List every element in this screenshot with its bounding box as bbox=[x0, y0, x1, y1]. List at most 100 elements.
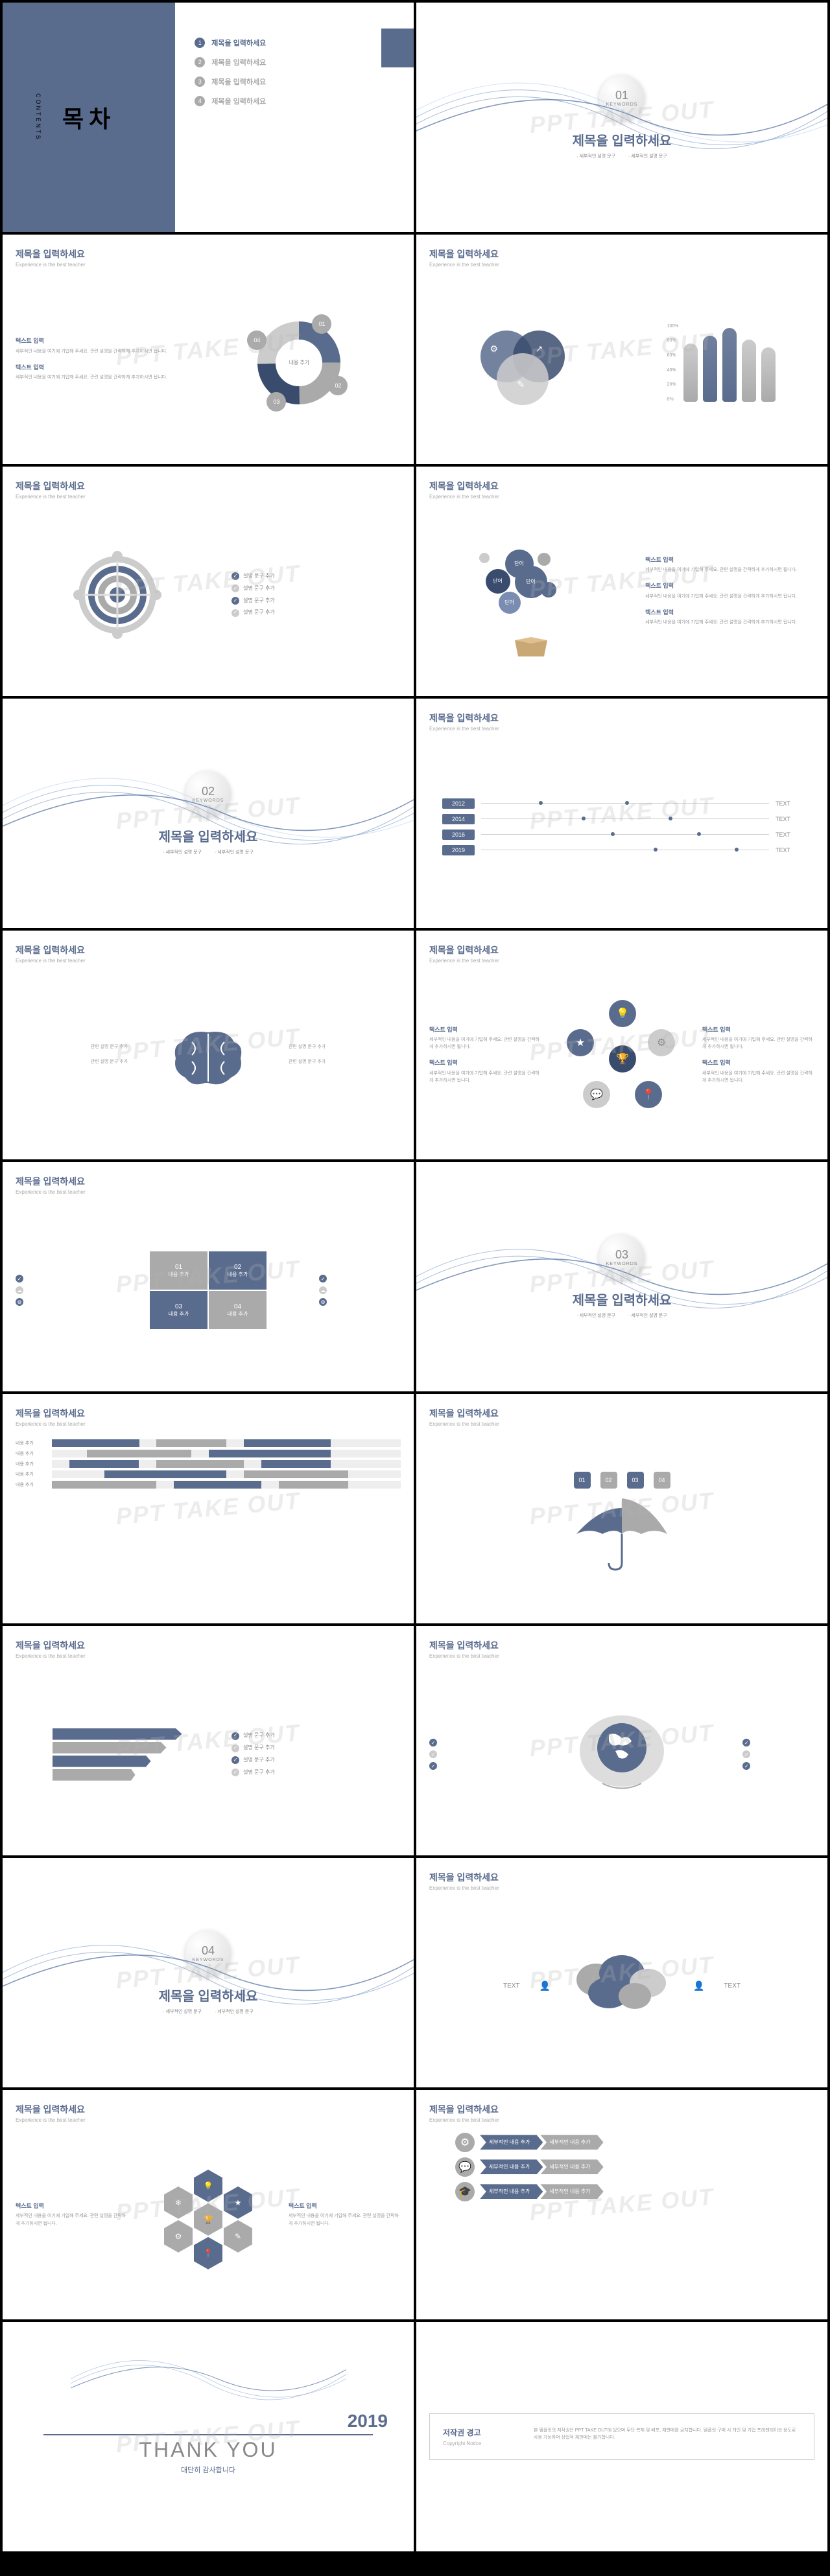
gantt-label: 내용 추가 bbox=[16, 1440, 48, 1446]
gantt-bar bbox=[156, 1439, 226, 1447]
contents-item: 3제목을 입력하세요 bbox=[195, 76, 394, 87]
check-icon: ✓ bbox=[231, 1732, 239, 1740]
timeline-year: 2014 bbox=[442, 814, 475, 824]
slide-title: 제목을 입력하세요 bbox=[429, 1407, 814, 1420]
check-item: ✓설명 문구 추가 bbox=[231, 597, 401, 605]
contents-right-panel: 1제목을 입력하세요2제목을 입력하세요3제목을 입력하세요4제목을 입력하세요 bbox=[175, 3, 414, 232]
slide-donut: 제목을 입력하세요 Experience is the best teacher… bbox=[3, 235, 414, 464]
timeline-dot bbox=[582, 817, 586, 820]
contents-item: 2제목을 입력하세요 bbox=[195, 57, 394, 67]
share-icon: ↗ bbox=[536, 343, 543, 354]
brain-icon bbox=[141, 1026, 276, 1091]
thankyou-main: THANK YOU bbox=[139, 2438, 277, 2462]
person-icon: 👤 bbox=[693, 1980, 704, 1991]
gantt-label: 내용 추가 bbox=[16, 1471, 48, 1478]
bar bbox=[742, 340, 756, 402]
wave-decoration bbox=[3, 744, 414, 881]
check-icon: ✓ bbox=[231, 1769, 239, 1776]
gantt-bar bbox=[156, 1460, 244, 1468]
gantt-label: 내용 추가 bbox=[16, 1450, 48, 1457]
check-icon: ☁ bbox=[319, 1286, 327, 1294]
slide-subtitle: Experience is the best teacher bbox=[429, 1885, 814, 1891]
slide-title: 제목을 입력하세요 bbox=[16, 1639, 401, 1652]
slide-title: 제목을 입력하세요 bbox=[16, 944, 401, 957]
slide-venn-bars: 제목을 입력하세요 Experience is the best teacher… bbox=[416, 235, 827, 464]
donut-center-label: 내용 추가 bbox=[281, 345, 317, 381]
gantt-track bbox=[52, 1481, 401, 1489]
trophy-icon: 🏆 bbox=[609, 1045, 636, 1073]
thankyou-sub: 대단히 감사합니다 bbox=[181, 2465, 235, 2475]
slide-subtitle: Experience is the best teacher bbox=[16, 1189, 401, 1195]
hexagon-icon: 🏆 bbox=[194, 2203, 222, 2236]
checks-column: ✓설명 문구 추가✓설명 문구 추가✓설명 문구 추가✓설명 문구 추가 bbox=[231, 568, 401, 621]
check-icon: ☁ bbox=[16, 1286, 23, 1294]
timeline-line bbox=[481, 834, 769, 835]
slide-target: 제목을 입력하세요 Experience is the best teacher… bbox=[3, 467, 414, 696]
ring-node-icon: ★ bbox=[567, 1029, 594, 1056]
slide-section-03: 03 KEYWORDS 제목을 입력하세요 · 세부적인 설명 문구 · 세부적… bbox=[416, 1162, 827, 1391]
contents-item-number: 1 bbox=[195, 38, 205, 48]
slide-subtitle: Experience is the best teacher bbox=[429, 1421, 814, 1427]
slide-umbrella: 제목을 입력하세요 Experience is the best teacher… bbox=[416, 1394, 827, 1623]
slide-title: 제목을 입력하세요 bbox=[16, 2103, 401, 2116]
gantt-bar bbox=[279, 1481, 349, 1489]
arrow-stack-diagram bbox=[16, 1728, 219, 1781]
timeline-row: 2012TEXT bbox=[442, 798, 801, 809]
slide-contents: CONTENTS 목차 1제목을 입력하세요2제목을 입력하세요3제목을 입력하… bbox=[3, 3, 414, 232]
text-column: 텍스트 입력세부적인 내용을 여기에 기입해 주세요. 관련 설명을 간략하게 … bbox=[16, 336, 185, 389]
slide-chevrons: 제목을 입력하세요 Experience is the best teacher… bbox=[416, 2090, 827, 2319]
timeline-label: TEXT bbox=[776, 831, 801, 838]
puzzle-checks-left: ✓☁⚙ bbox=[16, 1271, 97, 1310]
arrow-bar bbox=[53, 1742, 167, 1754]
box-icon bbox=[512, 634, 551, 660]
bar bbox=[683, 343, 698, 402]
timeline-year: 2016 bbox=[442, 830, 475, 840]
contents-label: CONTENTS bbox=[35, 93, 42, 141]
contents-items: 1제목을 입력하세요2제목을 입력하세요3제목을 입력하세요4제목을 입력하세요 bbox=[195, 38, 394, 106]
slide-title: 제목을 입력하세요 bbox=[429, 248, 814, 261]
person-icon: 👤 bbox=[540, 1980, 551, 1991]
chevron: 세부적인 내용 추가 bbox=[480, 2159, 543, 2174]
timeline-row: 2014TEXT bbox=[442, 814, 801, 824]
slide-cloud-brain: 제목을 입력하세요 Experience is the best teacher… bbox=[416, 1858, 827, 2087]
slide-section-04: 04 KEYWORDS 제목을 입력하세요 · 세부적인 설명 문구 · 세부적… bbox=[3, 1858, 414, 2087]
gantt-row: 내용 추가 bbox=[16, 1439, 401, 1447]
slide-subtitle: Experience is the best teacher bbox=[16, 494, 401, 500]
check-item: ✓설명 문구 추가 bbox=[231, 609, 401, 617]
timeline-year: 2019 bbox=[442, 845, 475, 855]
gantt-row: 내용 추가 bbox=[16, 1470, 401, 1478]
chevron-icon: ⚙ bbox=[455, 2133, 475, 2152]
wave-decoration bbox=[416, 1208, 827, 1345]
slide-hexagons: 제목을 입력하세요 Experience is the best teacher… bbox=[3, 2090, 414, 2319]
gantt-bar bbox=[104, 1470, 226, 1478]
check-icon: ✓ bbox=[742, 1762, 750, 1770]
chevron: 세부적인 내용 추가 bbox=[480, 2184, 543, 2199]
puzzle-piece: 01내용 추가 bbox=[150, 1251, 208, 1290]
gantt-bar bbox=[174, 1481, 261, 1489]
timeline-dot bbox=[735, 848, 739, 852]
timeline-dot bbox=[611, 832, 615, 836]
hexagon-icon: ★ bbox=[224, 2187, 252, 2219]
umbrella-badge: 02 bbox=[600, 1472, 617, 1489]
puzzle-piece: 02내용 추가 bbox=[209, 1251, 267, 1290]
bubble bbox=[479, 553, 490, 563]
gantt-track bbox=[52, 1439, 401, 1447]
hexagon-icon: ✎ bbox=[224, 2220, 252, 2253]
slide-bubbles: 제목을 입력하세요 Experience is the best teacher… bbox=[416, 467, 827, 696]
check-icon: ✓ bbox=[231, 572, 239, 580]
hexagon-icon: ⚙ bbox=[164, 2220, 193, 2253]
donut-chart: 내용 추가 01 02 03 04 bbox=[198, 318, 401, 408]
umbrella-diagram: 01020304 bbox=[570, 1472, 674, 1573]
chevron-icon: 💬 bbox=[455, 2157, 475, 2177]
slide-subtitle: Experience is the best teacher bbox=[16, 1421, 401, 1427]
slide-arrows: 제목을 입력하세요 Experience is the best teacher… bbox=[3, 1626, 414, 1855]
hexagon-cluster: 💡❄🏆★⚙📍✎ bbox=[141, 2170, 276, 2267]
slide-brain: 제목을 입력하세요 Experience is the best teacher… bbox=[3, 931, 414, 1160]
arrow-bar bbox=[53, 1756, 151, 1767]
check-icon: ✓ bbox=[429, 1762, 437, 1770]
check-icon: ✓ bbox=[231, 585, 239, 592]
chevron: 세부적인 내용 추가 bbox=[540, 2135, 603, 2150]
cloud-brain-icon bbox=[563, 1947, 680, 2025]
check-icon: ✓ bbox=[742, 1750, 750, 1758]
umbrella-badge: 03 bbox=[627, 1472, 644, 1489]
